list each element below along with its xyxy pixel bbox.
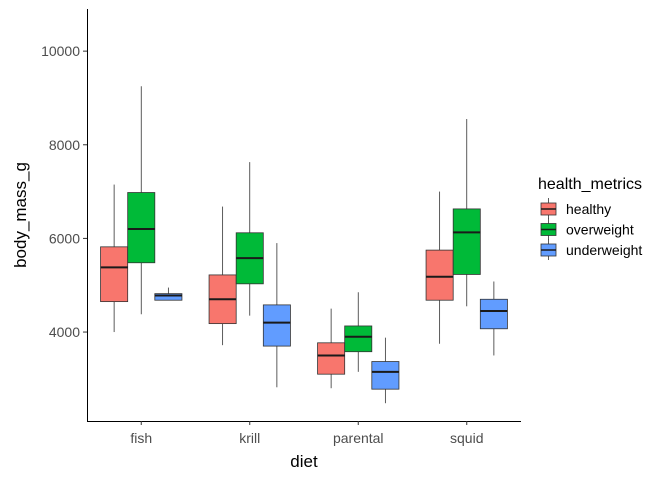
box-overweight-parental [344,292,373,372]
box-overweight-krill [235,162,264,316]
box-underweight-fish [154,287,183,301]
legend-item-underweight: underweight [540,239,642,260]
box-iqr [371,361,400,390]
x-tick-label: krill [239,430,260,446]
legend-items: healthy overweight underweight [540,198,642,260]
x-tick-label: parental [333,430,384,446]
box-iqr [425,249,454,301]
legend-item-healthy: healthy [540,198,611,219]
legend-label-underweight: underweight [566,242,642,258]
box-iqr [262,304,291,347]
y-tick-label: 4000 [49,324,80,340]
x-tick-label: fish [130,430,152,446]
box-underweight-squid [479,281,508,356]
y-tick-label: 10000 [41,43,80,59]
legend-title: health_metrics [538,176,642,193]
y-tick-label: 6000 [49,230,80,246]
box-iqr [317,342,346,375]
box-iqr [154,293,183,301]
legend-item-overweight: overweight [540,218,634,240]
box-iqr [100,246,129,303]
x-tick-label: squid [450,430,483,446]
y-tick-label: 8000 [49,137,80,153]
box-iqr [344,325,373,353]
plot-marks [100,86,508,404]
box-iqr [479,298,508,330]
y-axis-title: body_mass_g [11,162,30,268]
box-overweight-fish [127,86,156,315]
box-healthy-fish [100,184,129,333]
box-healthy-squid [425,191,454,344]
box-underweight-krill [262,243,291,388]
legend-label-healthy: healthy [566,201,611,217]
box-underweight-parental [371,337,400,404]
box-healthy-parental [317,308,346,389]
y-axis-ticks: 4000 6000 8000 10000 [41,43,87,340]
box-iqr [127,192,156,264]
legend-label-overweight: overweight [566,222,634,238]
box-healthy-krill [208,206,237,346]
x-axis-ticks: fish krill parental squid [130,421,483,446]
box-iqr [452,208,481,275]
x-axis-title: diet [290,452,318,471]
legend: health_metrics healthy overweight underwei… [538,176,642,260]
box-overweight-squid [452,119,481,307]
